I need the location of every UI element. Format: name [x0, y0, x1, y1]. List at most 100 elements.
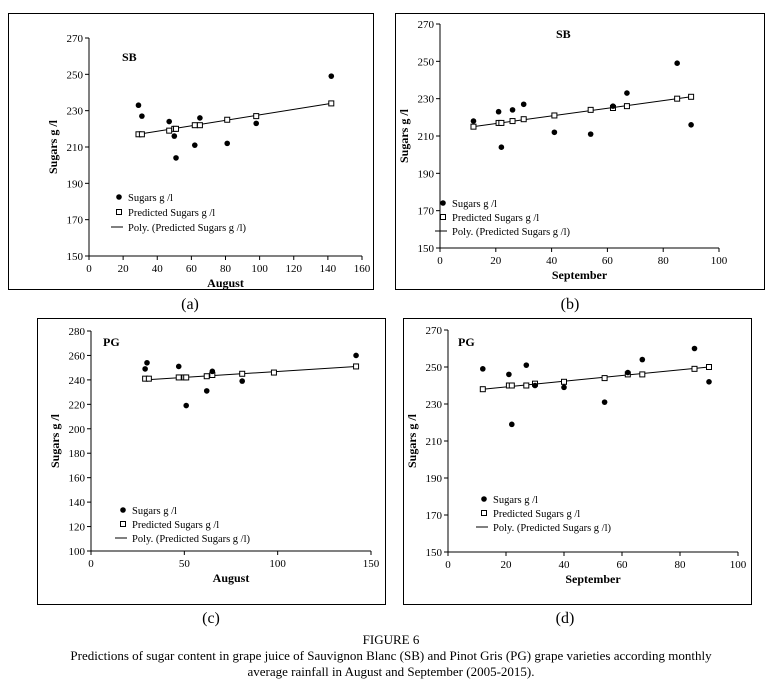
y-tick-label: 120 [69, 522, 86, 534]
predicted-point [196, 122, 203, 129]
observed-point [520, 101, 527, 108]
observed-point [561, 384, 567, 391]
chart-title: SB [122, 50, 137, 64]
observed-point [353, 352, 359, 359]
observed-point [624, 90, 630, 96]
predicted-point [173, 125, 180, 132]
x-tick-label: 140 [320, 263, 337, 275]
y-tick-label: 280 [69, 326, 86, 338]
x-tick-label: 0 [88, 558, 94, 570]
predicted-point [508, 382, 515, 389]
observed-point [171, 133, 178, 139]
predicted-point [551, 112, 558, 119]
observed-point [470, 118, 477, 124]
predicted-point [691, 365, 698, 372]
y-tick-label: 240 [69, 375, 86, 387]
predicted-point [183, 374, 190, 381]
predicted-point [601, 375, 608, 382]
chart-svg-c: 0 50 100 150 100 120 140 160 180 200 220 240 260 280 A… [48, 326, 380, 585]
trend-line [473, 96, 692, 128]
observed-point [506, 371, 512, 378]
x-tick-label: 40 [152, 263, 164, 275]
observed-point [639, 356, 646, 363]
y-tick-label: 250 [418, 56, 435, 68]
predicted-point [688, 93, 695, 100]
predicted-point [520, 116, 527, 123]
observed-point [691, 345, 698, 352]
predicted-point [191, 122, 198, 129]
observed-point [498, 144, 505, 150]
chart-svg-b: 0 20 40 60 80 100 150 170 190 210 230 250 270 Septemb… [397, 19, 728, 282]
legend-label: Poly. (Predicted Sugars g /l) [493, 523, 612, 534]
observed-point [142, 366, 148, 372]
x-tick-label: 40 [546, 255, 558, 267]
predicted-point [674, 95, 681, 102]
legend-observed-marker [440, 200, 446, 206]
x-tick-label: 120 [286, 263, 303, 275]
legend-label: Predicted Sugars g /l [452, 213, 539, 224]
predicted-point [224, 116, 231, 123]
x-tick-label: 20 [118, 263, 130, 275]
observed-point [253, 120, 260, 127]
chart-title: PG [458, 335, 475, 349]
observed-point [166, 118, 172, 125]
observed-point [706, 379, 712, 385]
y-tick-label: 150 [418, 243, 435, 255]
predicted-point [353, 363, 360, 370]
x-tick-label: 20 [490, 255, 502, 267]
y-axis-label: Sugars g /l [405, 413, 419, 468]
legend-label: Sugars g /l [452, 199, 497, 210]
predicted-point [523, 382, 530, 389]
observed-point [175, 363, 182, 370]
observed-point [203, 388, 210, 394]
predicted-point [587, 106, 594, 113]
predicted-point [479, 386, 486, 393]
figure-label: FIGURE 6 [362, 632, 420, 647]
x-axis-label: August [213, 571, 250, 585]
panel-label-b: (b) [560, 296, 580, 313]
predicted-point [145, 375, 152, 382]
legend-label: Poly. (Predicted Sugars g /l) [128, 223, 247, 234]
y-tick-label: 190 [67, 178, 84, 190]
y-tick-label: 250 [67, 69, 84, 81]
observed-point [191, 142, 198, 148]
legend-observed-marker [481, 496, 487, 502]
x-tick-label: 150 [363, 558, 380, 570]
y-tick-label: 100 [69, 546, 86, 558]
observed-point [625, 369, 631, 376]
legend-predicted-marker [440, 214, 446, 220]
x-axis-label: September [552, 268, 608, 282]
observed-point [144, 359, 150, 366]
y-tick-label: 170 [67, 215, 84, 227]
observed-point [551, 129, 558, 136]
y-tick-label: 190 [426, 473, 443, 485]
x-tick-label: 60 [186, 263, 198, 275]
legend-predicted-marker [116, 209, 122, 215]
observed-point [173, 155, 179, 161]
observed-point [139, 113, 145, 119]
y-tick-label: 230 [67, 106, 84, 118]
predicted-point [509, 118, 516, 125]
x-tick-label: 80 [675, 559, 687, 571]
y-tick-label: 260 [69, 350, 86, 362]
x-axis-label: September [565, 572, 621, 586]
legend-label: Sugars g /l [128, 193, 173, 204]
chart-title: PG [103, 335, 120, 349]
legend-label: Predicted Sugars g /l [128, 208, 215, 219]
chart-panel-b: 0 20 40 60 80 100 150 170 190 210 230 250 270 Septemb… [395, 13, 765, 290]
y-tick-label: 270 [67, 33, 84, 45]
legend-label: Sugars g /l [132, 506, 177, 517]
legend-label: Poly. (Predicted Sugars g /l) [132, 534, 251, 545]
observed-point [523, 362, 530, 368]
predicted-point [253, 113, 260, 120]
observed-point [480, 366, 486, 372]
y-tick-label: 250 [426, 362, 443, 374]
figure-caption-line2: average rainfall in August and September… [247, 664, 535, 679]
x-tick-label: 160 [354, 263, 371, 275]
observed-point [239, 378, 245, 384]
y-tick-label: 210 [426, 436, 443, 448]
chart-svg-a: 0 20 40 60 80 100 120 140 160 150 170 190 210 230 250 2… [46, 33, 371, 290]
y-axis-label: Sugars g /l [48, 413, 62, 468]
observed-point [610, 103, 616, 109]
trend-line [482, 366, 710, 390]
